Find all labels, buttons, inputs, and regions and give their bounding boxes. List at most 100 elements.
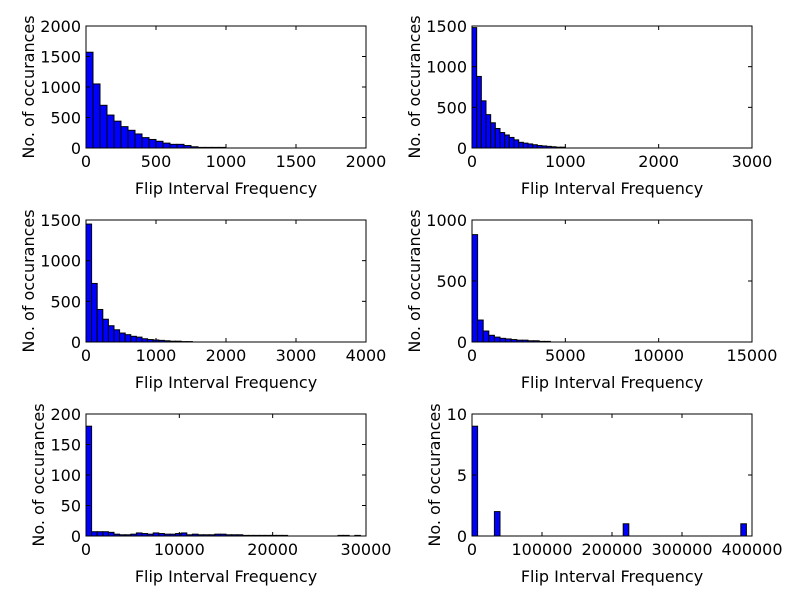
x-tick-label: 500	[141, 152, 172, 171]
x-tick-label: 0	[467, 346, 477, 365]
y-axis-label: No. of occurances	[405, 15, 424, 158]
histogram-bar	[740, 523, 747, 537]
histogram-bar	[482, 330, 490, 343]
histogram-bar	[85, 51, 94, 149]
histogram-bar	[518, 141, 524, 149]
axes-frame	[471, 219, 753, 343]
x-tick-label: 30000	[341, 540, 392, 559]
subplot-2: 0 1000 2000 3000 0 500 1000 1500 Flip Interval F…	[405, 15, 772, 198]
x-tick-label: 0	[467, 540, 477, 559]
x-axis-label: Flip Interval Frequency	[521, 373, 703, 392]
histogram-bar	[120, 126, 129, 149]
x-axis-label: Flip Interval Frequency	[135, 373, 317, 392]
histogram-bar	[471, 27, 478, 149]
x-tick-label: 1000	[545, 152, 586, 171]
x-axis-label: Flip Interval Frequency	[521, 567, 703, 586]
y-tick-label: 200	[50, 405, 81, 424]
y-tick-label: 0	[457, 527, 467, 546]
x-tick-label: 0	[467, 152, 477, 171]
x-axis-label: Flip Interval Frequency	[135, 567, 317, 586]
histogram-bar	[476, 75, 482, 149]
x-tick-label: 2000	[638, 152, 679, 171]
x-tick-label: 3000	[276, 346, 317, 365]
histogram-bar	[92, 83, 101, 149]
histogram-bar	[113, 120, 122, 149]
subplot-4: 0 5000 10000 15000 0 500 1000 Flip Interval Fre…	[405, 209, 777, 392]
histogram-bar	[622, 523, 630, 537]
histogram-bar	[493, 336, 501, 343]
axes-frame	[471, 25, 753, 149]
histogram-bar	[91, 531, 98, 537]
y-tick-label: 0	[71, 527, 81, 546]
axes-frame	[85, 219, 367, 343]
histogram-bar	[134, 133, 143, 149]
histogram-bar	[527, 143, 534, 149]
y-tick-label: 150	[50, 436, 81, 455]
y-tick-label: 10	[447, 405, 467, 424]
x-axis-label: Flip Interval Frequency	[521, 179, 703, 198]
histogram-bar	[96, 531, 104, 537]
histogram-bar	[504, 134, 510, 149]
histogram-bar	[508, 136, 515, 149]
histogram-bar	[124, 334, 132, 343]
y-tick-label: 1000	[426, 58, 467, 77]
y-tick-label: 500	[436, 272, 467, 291]
histogram-bar	[148, 138, 157, 149]
histogram-bar	[155, 140, 164, 149]
histogram-bar	[522, 142, 529, 149]
y-tick-label: 50	[61, 497, 81, 516]
x-tick-label: 4000	[346, 346, 387, 365]
x-tick-label: 10000	[154, 540, 205, 559]
histogram-bar	[494, 127, 501, 149]
y-axis-label: No. of occurances	[19, 209, 38, 352]
histogram-bar	[85, 223, 93, 343]
x-tick-label: 0	[81, 346, 91, 365]
histogram-bar	[141, 137, 150, 149]
y-tick-label: 1000	[40, 252, 81, 271]
histogram-bar	[106, 114, 115, 149]
x-tick-label: 2000	[346, 152, 387, 171]
x-tick-label: 0	[81, 152, 91, 171]
y-axis-label: No. of occurances	[405, 209, 424, 352]
histogram-bar	[127, 129, 136, 149]
y-tick-label: 500	[436, 98, 467, 117]
histogram-bar	[485, 114, 492, 149]
y-tick-label: 1000	[426, 211, 467, 230]
y-tick-label: 1500	[426, 17, 467, 36]
x-tick-label: 400000	[721, 540, 782, 559]
y-tick-label: 0	[457, 139, 467, 158]
histogram-bar	[102, 531, 109, 537]
y-tick-label: 100	[50, 466, 81, 485]
y-tick-label: 2000	[40, 17, 81, 36]
x-tick-label: 10000	[633, 346, 684, 365]
x-tick-label: 100000	[511, 540, 572, 559]
x-tick-label: 1000	[206, 152, 247, 171]
axes-frame	[471, 413, 753, 537]
histogram-bar	[471, 425, 479, 537]
x-tick-label: 5000	[545, 346, 586, 365]
y-axis-label: No. of occurances	[19, 15, 38, 158]
histogram-bar	[488, 334, 495, 343]
histogram-bar	[91, 282, 98, 343]
x-tick-label: 20000	[247, 540, 298, 559]
x-tick-label: 0	[81, 540, 91, 559]
histogram-bar	[477, 319, 484, 343]
y-axis-label: No. of occurances	[29, 403, 48, 546]
histogram-bar	[113, 329, 121, 343]
histogram-bar	[99, 104, 108, 149]
histogram-bar	[513, 139, 520, 149]
x-tick-label: 300000	[651, 540, 712, 559]
subplot-3: 0 1000 2000 3000 4000 0 500 1000 1500 Flip Interv…	[19, 209, 386, 392]
x-tick-label: 200000	[581, 540, 642, 559]
y-tick-label: 0	[71, 139, 81, 158]
y-tick-label: 5	[457, 466, 467, 485]
histogram-bar	[480, 100, 487, 149]
histogram-bar	[162, 142, 171, 149]
histogram-bar	[471, 234, 479, 343]
histogram-bar	[176, 143, 185, 149]
histogram-bar	[119, 332, 126, 343]
y-tick-label: 0	[71, 333, 81, 352]
histogram-bar	[85, 425, 93, 537]
subplot-6: 0 100000 200000 300000 400000 0 5 10 Flip Interv…	[425, 403, 783, 586]
histogram-bar	[493, 511, 501, 537]
